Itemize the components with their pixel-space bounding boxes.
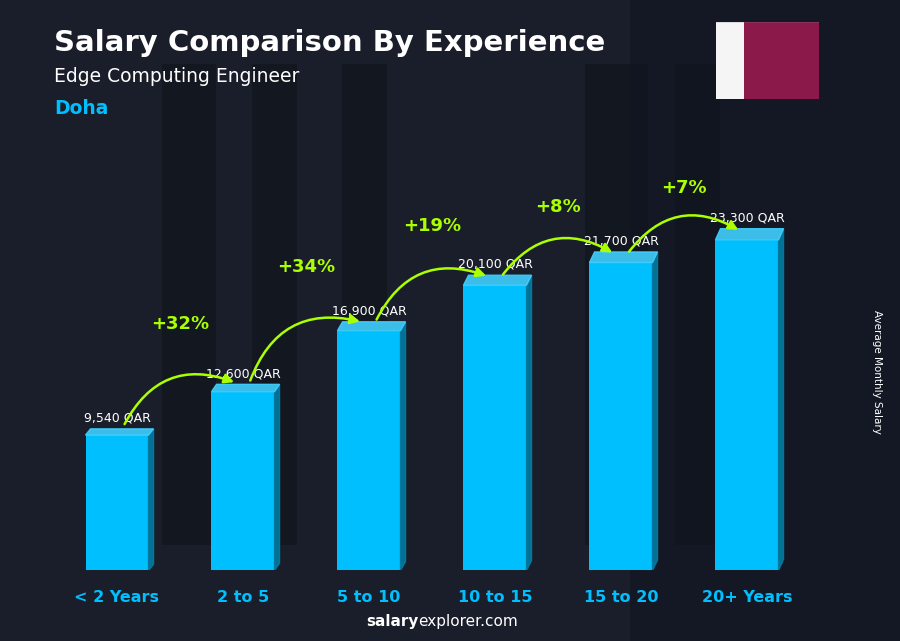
Text: 9,540 QAR: 9,540 QAR: [84, 412, 150, 424]
FancyBboxPatch shape: [716, 240, 778, 570]
Text: Average Monthly Salary: Average Monthly Salary: [872, 310, 883, 434]
Text: explorer.com: explorer.com: [418, 613, 518, 629]
FancyBboxPatch shape: [464, 285, 526, 570]
FancyBboxPatch shape: [338, 331, 400, 570]
Polygon shape: [778, 229, 784, 570]
Text: Edge Computing Engineer: Edge Computing Engineer: [54, 67, 300, 87]
Bar: [630, 0, 900, 641]
Polygon shape: [744, 31, 765, 40]
Bar: [342, 64, 387, 545]
FancyBboxPatch shape: [590, 263, 652, 570]
Polygon shape: [464, 275, 532, 285]
Polygon shape: [744, 56, 765, 65]
Polygon shape: [716, 229, 784, 240]
Bar: [162, 64, 216, 545]
Text: +32%: +32%: [151, 315, 209, 333]
Polygon shape: [652, 252, 658, 570]
Bar: [585, 64, 648, 545]
Text: +19%: +19%: [403, 217, 461, 235]
Text: +8%: +8%: [536, 198, 580, 216]
Text: 16,900 QAR: 16,900 QAR: [331, 304, 407, 317]
Text: 20,100 QAR: 20,100 QAR: [457, 258, 533, 271]
Polygon shape: [744, 40, 765, 48]
Bar: [675, 64, 720, 545]
Text: Salary Comparison By Experience: Salary Comparison By Experience: [54, 29, 605, 57]
Polygon shape: [338, 322, 406, 331]
Text: salary: salary: [366, 613, 418, 629]
Polygon shape: [274, 385, 280, 570]
Polygon shape: [86, 429, 154, 435]
Polygon shape: [744, 82, 765, 91]
Polygon shape: [148, 429, 154, 570]
Polygon shape: [744, 48, 765, 56]
Bar: [716, 22, 744, 99]
Text: 23,300 QAR: 23,300 QAR: [709, 212, 785, 224]
Polygon shape: [212, 385, 280, 392]
Polygon shape: [400, 322, 406, 570]
Polygon shape: [744, 22, 765, 31]
Polygon shape: [744, 91, 765, 99]
Bar: [744, 22, 819, 99]
Bar: [252, 64, 297, 545]
Text: 12,600 QAR: 12,600 QAR: [205, 367, 281, 380]
FancyBboxPatch shape: [86, 435, 148, 570]
Polygon shape: [526, 275, 532, 570]
Polygon shape: [744, 74, 765, 82]
Text: +7%: +7%: [662, 179, 706, 197]
Polygon shape: [590, 252, 658, 263]
Polygon shape: [744, 65, 765, 74]
FancyBboxPatch shape: [212, 392, 274, 570]
Text: Doha: Doha: [54, 99, 108, 119]
Text: +34%: +34%: [277, 258, 335, 276]
Text: 21,700 QAR: 21,700 QAR: [583, 235, 659, 247]
